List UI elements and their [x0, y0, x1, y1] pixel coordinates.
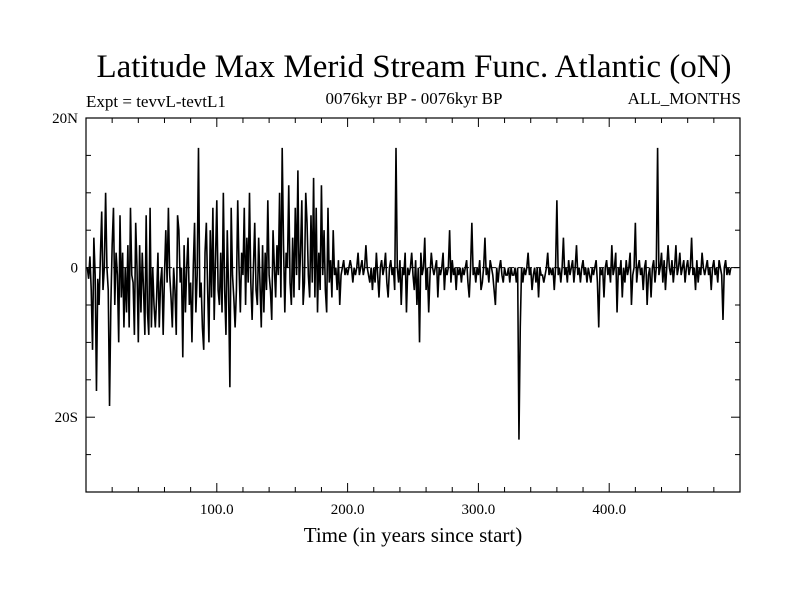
chart-title: Latitude Max Merid Stream Func. Atlantic… — [96, 49, 731, 85]
plot-frame — [85, 117, 741, 493]
y-tick-label: 0 — [71, 261, 79, 277]
months-label: ALL_MONTHS — [628, 89, 741, 108]
x-axis-label: Time (in years since start) — [304, 523, 523, 547]
x-tick-label: 100.0 — [200, 502, 234, 518]
y-tick-label: 20N — [52, 111, 78, 127]
x-tick-label: 300.0 — [462, 502, 496, 518]
x-tick-label: 400.0 — [592, 502, 626, 518]
x-tick-label: 200.0 — [331, 502, 365, 518]
y-tick-label: 20S — [55, 410, 78, 426]
series-line-lat_max_stream — [86, 147, 732, 440]
experiment-label: Expt = tevvL-tevtL1 — [86, 92, 226, 111]
period-label: 0076kyr BP - 0076kyr BP — [326, 89, 503, 108]
